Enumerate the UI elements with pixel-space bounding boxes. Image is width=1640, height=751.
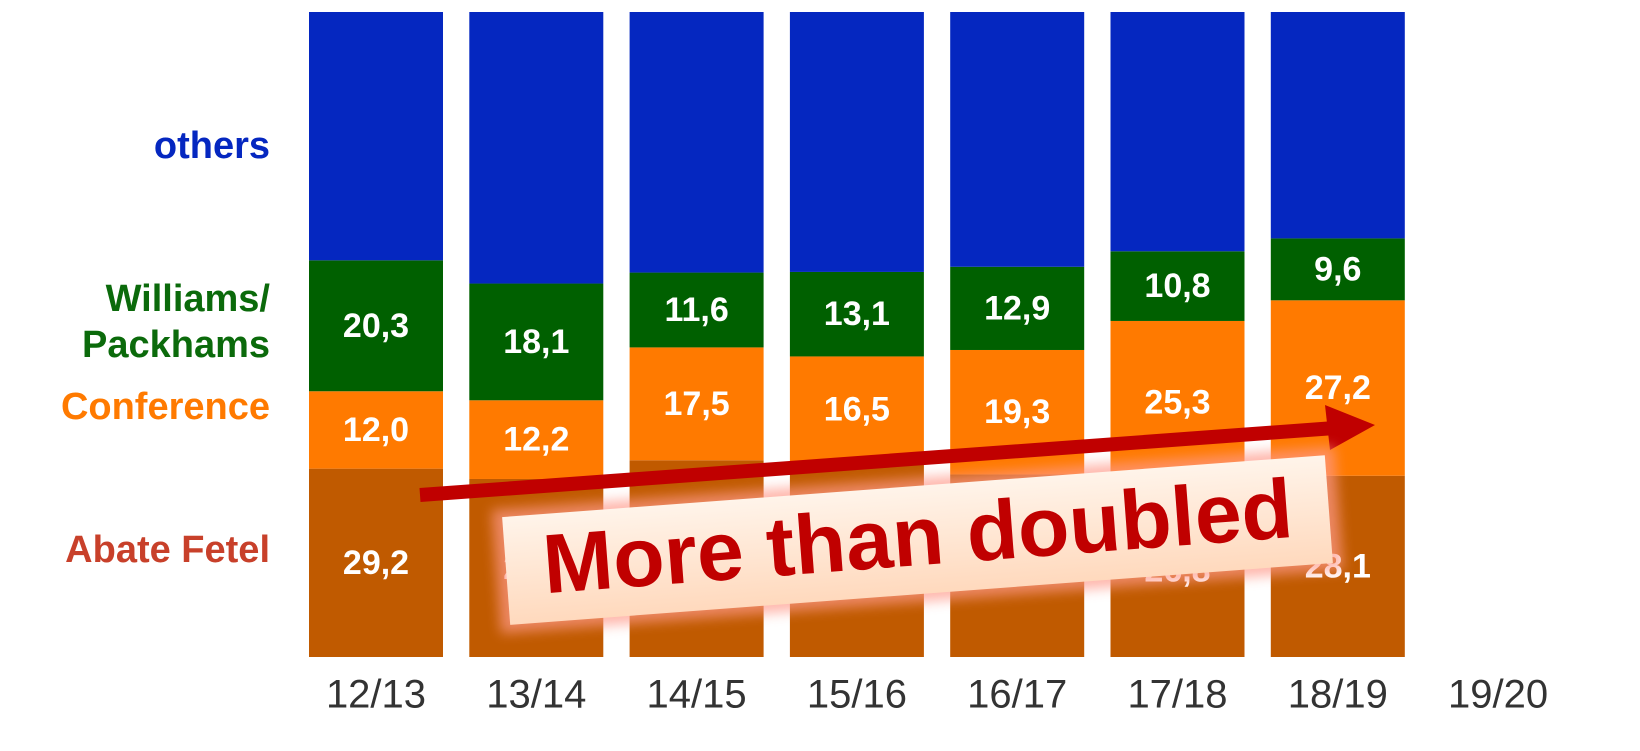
- data-label: 12,0: [343, 411, 409, 449]
- data-label: 11,6: [664, 291, 728, 329]
- bar-segment: [1110, 12, 1245, 252]
- data-label: 27,2: [1305, 369, 1371, 407]
- trend-arrow-head: [1325, 405, 1375, 450]
- data-label: 16,5: [824, 391, 890, 429]
- bar-segment: [469, 400, 604, 479]
- data-label: 12,9: [984, 289, 1050, 327]
- bar-segment: [309, 260, 443, 392]
- bar-segment: [789, 271, 924, 357]
- bar-segment: [1270, 300, 1405, 476]
- data-label: 20,3: [343, 307, 409, 345]
- bar-segment: [1110, 251, 1245, 321]
- data-label: 17,5: [664, 385, 730, 423]
- bar-segment: [789, 12, 924, 272]
- data-label: 13,1: [824, 295, 890, 333]
- x-tick-label: 12/13: [326, 673, 426, 717]
- data-label: 12,2: [503, 421, 569, 459]
- x-tick-label: 19/20: [1448, 673, 1548, 717]
- x-tick-label: 14/15: [647, 673, 747, 717]
- x-tick-label: 16/17: [967, 673, 1067, 717]
- banner: [502, 455, 1333, 625]
- bar-segment: [1270, 12, 1405, 239]
- data-label: 29,2: [343, 544, 409, 582]
- bar-segment: [629, 347, 764, 461]
- bar-segment: [789, 356, 924, 463]
- legend-label: Conference: [60, 386, 270, 428]
- bar-segment: [469, 283, 604, 401]
- legend-label: Williams/ Packhams: [81, 278, 270, 366]
- bar-segment: [629, 272, 764, 348]
- data-label: 9,6: [1314, 250, 1361, 288]
- data-label: 10,8: [1144, 267, 1210, 305]
- bar-segment: [1270, 238, 1405, 301]
- data-label: 25,3: [1144, 384, 1210, 422]
- bar-segment: [950, 12, 1085, 267]
- trend-arrow: [419, 421, 1336, 502]
- x-tick-label: 17/18: [1127, 673, 1227, 717]
- data-label: 18,1: [503, 323, 569, 361]
- x-tick-label: 15/16: [807, 673, 907, 717]
- data-label: 19,3: [984, 393, 1050, 431]
- legend-label: others: [153, 125, 270, 167]
- bar-segment: [629, 12, 764, 273]
- x-tick-label: 13/14: [486, 673, 586, 717]
- bar-segment: [309, 391, 443, 469]
- x-tick-label: 18/19: [1288, 673, 1388, 717]
- bar-segment: [950, 266, 1085, 350]
- legend-label: Abate Fetel: [65, 529, 270, 571]
- bar-segment: [309, 12, 443, 261]
- bar-segment: [469, 12, 604, 284]
